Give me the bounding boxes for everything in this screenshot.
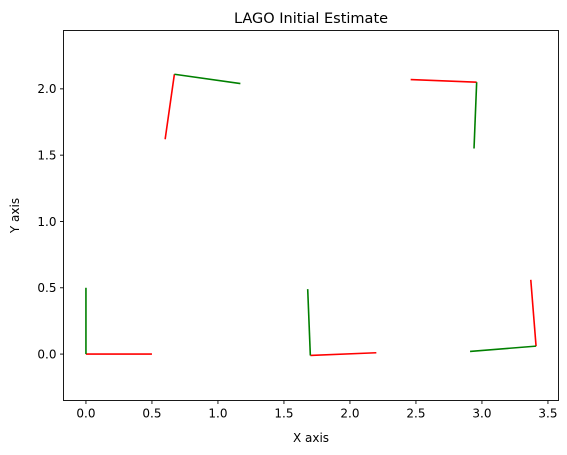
- pose-3-y-axis: [469, 345, 537, 353]
- x-tick-label: 0.0: [76, 407, 95, 421]
- pose-4-y-axis: [473, 82, 478, 149]
- x-tick-label: 2.5: [406, 407, 425, 421]
- x-tick-label: 3.5: [538, 407, 557, 421]
- y-tick-label: 0.0: [37, 347, 56, 361]
- y-tick-label: 0.5: [37, 281, 56, 295]
- pose-2-y-axis: [306, 289, 312, 356]
- y-tick-label: 1.0: [37, 215, 56, 229]
- plot-content: [85, 73, 537, 357]
- x-tick-label: 1.5: [274, 407, 293, 421]
- pose-4-x-axis: [410, 78, 477, 84]
- x-tick-label: 2.0: [340, 407, 359, 421]
- pose-3-x-axis: [529, 279, 537, 347]
- x-tick-label: 1.0: [208, 407, 227, 421]
- y-axis: 0.0 0.5 1.0 1.5 2.0: [37, 82, 64, 361]
- pose-5-x-axis: [164, 74, 176, 140]
- pose-2-x-axis: [310, 351, 377, 357]
- x-axis: 0.0 0.5 1.0 1.5 2.0 2.5 3.0 3.5: [76, 400, 557, 421]
- y-axis-label: Y axis: [8, 198, 22, 234]
- x-tick-label: 3.0: [472, 407, 491, 421]
- pose-5-y-axis: [174, 73, 241, 85]
- y-tick-label: 2.0: [37, 82, 56, 96]
- plot-frame: [63, 30, 559, 401]
- y-tick-label: 1.5: [37, 148, 56, 162]
- x-tick-label: 0.5: [142, 407, 161, 421]
- chart-title: LAGO Initial Estimate: [234, 11, 388, 27]
- x-axis-label: X axis: [293, 431, 329, 445]
